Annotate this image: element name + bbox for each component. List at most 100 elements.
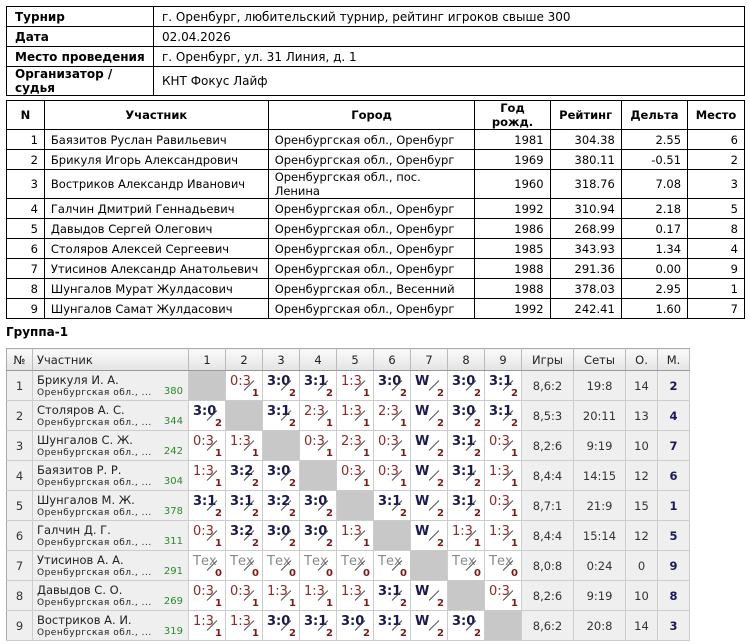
group-row: 5 Шунгалов М. Ж. Оренбургская обл., ... 378… <box>6 490 690 521</box>
cell-city: Оренбургская обл., Оренбург <box>267 129 476 150</box>
row-number: 1 <box>6 370 33 401</box>
column-header: Год рожд. <box>474 100 551 130</box>
column-header: 6 <box>373 348 411 371</box>
info-label: Дата <box>6 26 154 47</box>
group-row: 1 Брикуля И. А. Оренбургская обл., ... 380 0… <box>6 370 690 401</box>
participant-rating: 344 <box>163 416 183 427</box>
row-number: 3 <box>6 430 33 461</box>
match-result: 3:1 2 <box>299 370 337 401</box>
participant-region: Оренбургская обл., ... <box>37 478 152 488</box>
participant-rating: 378 <box>163 506 183 517</box>
match-score: 3:0 <box>193 404 217 419</box>
match-result: 3:0 2 <box>447 370 485 401</box>
sets: 21:9 <box>573 490 626 521</box>
participant-region: Оренбургская обл., ... <box>37 628 152 638</box>
match-result: Тех 0 <box>225 550 263 581</box>
match-result: 1:3 1 <box>262 580 300 611</box>
match-result: 3:0 2 <box>447 400 485 431</box>
match-score: 3:0 <box>452 374 476 389</box>
match-result: Тех 0 <box>336 550 374 581</box>
match-result: Тех 0 <box>447 550 485 581</box>
match-points: 2 <box>252 538 259 549</box>
group-row: 6 Галчин Д. Г. Оренбургская обл., ... 311 0:… <box>6 520 690 551</box>
match-result: Тех 0 <box>299 550 337 581</box>
match-points: 2 <box>215 418 222 429</box>
cell-name: Давыдов Сергей Олегович <box>43 218 269 239</box>
table-row: 9 Шунгалов Самат Жулдасович Оренбургская о… <box>6 298 745 319</box>
cell-name: Шунгалов Самат Жулдасович <box>43 298 269 319</box>
match-score: Тех <box>193 554 217 569</box>
participant-cell: Брикуля И. А. Оренбургская обл., ... 380 <box>32 370 189 401</box>
points: 10 <box>625 580 658 611</box>
match-result: 0:3 1 <box>225 370 263 401</box>
match-points: 2 <box>437 508 444 519</box>
column-header: 5 <box>336 348 374 371</box>
participant-name: Шунгалов С. Ж. <box>37 433 133 447</box>
match-result: 3:2 2 <box>262 490 300 521</box>
participant-name: Баязитов Р. Р. <box>37 463 122 477</box>
match-result: Тех 0 <box>484 550 522 581</box>
participant-region: Оренбургская обл., ... <box>37 388 152 398</box>
diagonal-cell <box>262 430 300 461</box>
diagonal-cell <box>225 400 263 431</box>
match-result: 2:3 1 <box>336 430 374 461</box>
participant-rating: 291 <box>163 566 183 577</box>
row-number: 8 <box>6 580 33 611</box>
match-result: 3:1 2 <box>373 490 411 521</box>
cell-name: Востриков Александр Иванович <box>43 169 269 199</box>
match-score: 1:3 <box>230 614 251 629</box>
cell-city: Оренбургская обл., Оренбург <box>267 149 476 170</box>
match-result: 0:3 1 <box>188 520 226 551</box>
cell-name: Шунгалов Мурат Жулдасович <box>43 278 269 299</box>
table-row: 3 Востриков Александр Иванович Оренбургска… <box>6 169 745 199</box>
cell-delta: -0.51 <box>620 149 689 170</box>
match-points: 2 <box>289 538 296 549</box>
cell-city: Оренбургская обл., Весенний <box>267 278 476 299</box>
games: 8,5:3 <box>521 400 574 431</box>
match-result: 1:3 1 <box>447 520 485 551</box>
column-header: 7 <box>410 348 448 371</box>
match-points: 2 <box>289 628 296 639</box>
row-number: 9 <box>6 610 33 641</box>
match-result: 0:3 1 <box>484 430 522 461</box>
place: 2 <box>657 370 690 401</box>
match-points: 1 <box>252 628 259 639</box>
match-points: 1 <box>511 478 518 489</box>
match-score: 3:1 <box>378 584 402 599</box>
cell-n: 7 <box>6 258 45 279</box>
participant-region: Оренбургская обл., ... <box>37 418 152 428</box>
table-row: 5 Давыдов Сергей Олегович Оренбургская обл… <box>6 218 745 239</box>
cell-city: Оренбургская обл., Оренбург <box>267 218 476 239</box>
match-result: 3:2 2 <box>225 460 263 491</box>
place: 7 <box>657 430 690 461</box>
match-score: 1:3 <box>341 374 362 389</box>
match-points: 1 <box>326 598 333 609</box>
group-row: 7 Утисинов А. А. Оренбургская обл., ... 291… <box>6 550 690 581</box>
match-score: 2:3 <box>304 404 325 419</box>
match-result: 0:3 1 <box>225 580 263 611</box>
participant-name: Галчин Д. Г. <box>37 523 111 537</box>
cell-rating: 310.94 <box>549 198 622 219</box>
match-points: 2 <box>474 478 481 489</box>
cell-year: 1981 <box>474 129 551 150</box>
match-points: 2 <box>400 508 407 519</box>
participant-region: Оренбургская обл., ... <box>37 508 152 518</box>
match-points: 1 <box>363 448 370 459</box>
match-result: 3:1 2 <box>447 430 485 461</box>
points: 12 <box>625 460 658 491</box>
match-points: 0 <box>326 568 333 579</box>
match-result: 3:1 2 <box>225 490 263 521</box>
match-result: 0:3 1 <box>373 430 411 461</box>
cell-n: 6 <box>6 238 45 259</box>
match-score: 1:3 <box>489 464 510 479</box>
match-score: 0:3 <box>193 524 214 539</box>
match-points: 1 <box>252 388 259 399</box>
row-number: 6 <box>6 520 33 551</box>
match-result: 3:0 2 <box>447 610 485 641</box>
column-header: 2 <box>225 348 263 371</box>
cell-place: 3 <box>687 169 745 199</box>
sets: 20:8 <box>573 610 626 641</box>
match-score: 3:0 <box>304 494 328 509</box>
